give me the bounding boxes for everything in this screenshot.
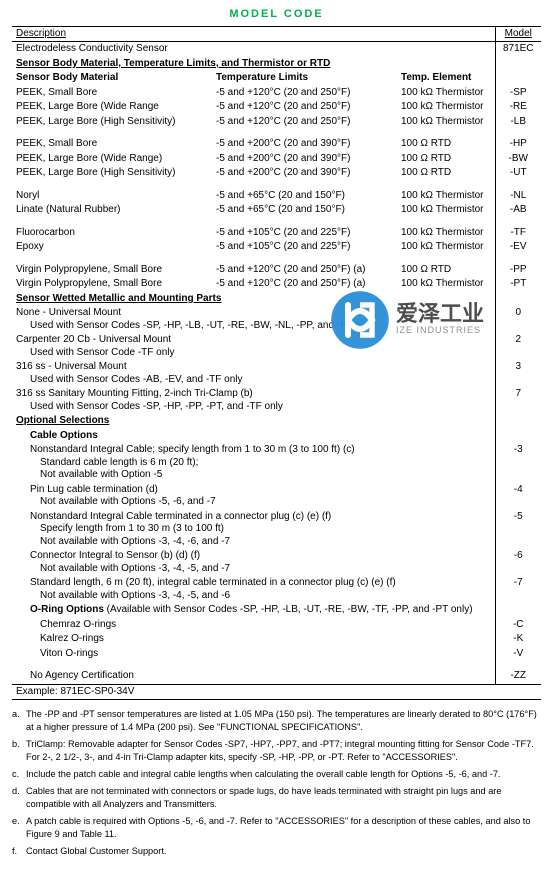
sensor-row: Epoxy-5 and +105°C (20 and 225°F)100 kΩ … [12, 240, 541, 255]
table-header-row: Description Model [12, 26, 541, 42]
footnote: TriClamp: Removable adapter for Sensor C… [12, 738, 541, 763]
cable-row: Nonstandard Integral Cable; specify leng… [12, 443, 541, 483]
cable-row: Pin Lug cable termination (d)Not availab… [12, 483, 541, 510]
mount-code: 0 [495, 306, 541, 333]
cable-row: Nonstandard Integral Cable terminated in… [12, 510, 541, 550]
agency-row: No Agency Certification -ZZ [12, 669, 541, 684]
cable-row: Standard length, 6 m (20 ft), integral c… [12, 576, 541, 603]
sensor-code: -UT [495, 166, 541, 181]
sensor-code: -RE [495, 100, 541, 115]
cable-code: -4 [495, 483, 541, 510]
mount-row: Carpenter 20 Cb - Universal MountUsed wi… [12, 333, 541, 360]
product-row: Electrodeless Conductivity Sensor 871EC [12, 42, 541, 57]
sensor-row: Virgin Polypropylene, Small Bore-5 and +… [12, 277, 541, 292]
example-row: Example: 871EC-SP0-34V [12, 684, 541, 700]
footnote: The -PP and -PT sensor temperatures are … [12, 708, 541, 733]
oring-code: -K [495, 632, 541, 647]
footnote: Cables that are not terminated with conn… [12, 785, 541, 810]
sensor-code: -NL [495, 189, 541, 204]
mount-code: 7 [495, 387, 541, 414]
sensor-row: Linate (Natural Rubber)-5 and +65°C (20 … [12, 203, 541, 218]
sensor-code: -HP [495, 137, 541, 152]
sensor-code: -EV [495, 240, 541, 255]
sensor-code: -PP [495, 263, 541, 278]
sensor-row: PEEK, Large Bore (High Sensitivity)-5 an… [12, 115, 541, 130]
sensor-row: PEEK, Small Bore-5 and +200°C (20 and 39… [12, 137, 541, 152]
cable-code: -6 [495, 549, 541, 576]
cable-row: Connector Integral to Sensor (b) (d) (f)… [12, 549, 541, 576]
h-temp-element: Temp. Element [401, 72, 491, 85]
product-desc: Electrodeless Conductivity Sensor [12, 42, 495, 57]
sensor-row: Noryl-5 and +65°C (20 and 150°F)100 kΩ T… [12, 189, 541, 204]
cable-options-title: Cable Options [16, 430, 491, 443]
sensor-row: PEEK, Large Bore (Wide Range)-5 and +200… [12, 152, 541, 167]
sensor-code: -TF [495, 226, 541, 241]
mount-code: 3 [495, 360, 541, 387]
mount-row: 316 ss - Universal MountUsed with Sensor… [12, 360, 541, 387]
agency-code: -ZZ [495, 669, 541, 684]
cable-code: -7 [495, 576, 541, 603]
sensor-code: -SP [495, 86, 541, 101]
model-code-header: MODEL CODE [12, 8, 541, 22]
col-model: Model [495, 26, 541, 42]
footnote: Contact Global Customer Support. [12, 845, 541, 857]
sensor-row: PEEK, Large Bore (Wide Range-5 and +120°… [12, 100, 541, 115]
footnotes: The -PP and -PT sensor temperatures are … [12, 708, 541, 857]
sec2-title: Sensor Wetted Metallic and Mounting Part… [12, 292, 495, 307]
sensor-row: Virgin Polypropylene, Small Bore-5 and +… [12, 263, 541, 278]
sensor-code: -LB [495, 115, 541, 130]
sensor-row: Fluorocarbon-5 and +105°C (20 and 225°F)… [12, 226, 541, 241]
agency-label: No Agency Certification [16, 670, 491, 683]
oring-title: O-Ring Options [30, 604, 104, 615]
footnote: A patch cable is required with Options -… [12, 815, 541, 840]
mount-code: 2 [495, 333, 541, 360]
mount-row: None - Universal MountUsed with Sensor C… [12, 306, 541, 333]
sec1-headers: Sensor Body Material Temperature Limits … [12, 71, 541, 86]
oring-code: -V [495, 647, 541, 662]
sec3-title: Optional Selections [12, 414, 495, 429]
sensor-code: -AB [495, 203, 541, 218]
cable-code: -5 [495, 510, 541, 550]
oring-note: (Available with Sensor Codes -SP, -HP, -… [104, 604, 473, 615]
model-code-table: Description Model Electrodeless Conducti… [12, 26, 541, 701]
footnote: Include the patch cable and integral cab… [12, 768, 541, 780]
mount-row: 316 ss Sanitary Mounting Fitting, 2-inch… [12, 387, 541, 414]
oring-code: -C [495, 618, 541, 633]
h-body-material: Sensor Body Material [16, 72, 216, 85]
oring-row: Kalrez O-rings-K [12, 632, 541, 647]
example-text: Example: 871EC-SP0-34V [12, 684, 541, 700]
sensor-row: PEEK, Small Bore-5 and +120°C (20 and 25… [12, 86, 541, 101]
sensor-row: PEEK, Large Bore (High Sensitivity)-5 an… [12, 166, 541, 181]
oring-row: Chemraz O-rings-C [12, 618, 541, 633]
sensor-code: -BW [495, 152, 541, 167]
cable-code: -3 [495, 443, 541, 483]
product-model: 871EC [495, 42, 541, 57]
sec1-title: Sensor Body Material, Temperature Limits… [12, 57, 495, 72]
col-description: Description [12, 26, 495, 42]
h-temp-limits: Temperature Limits [216, 72, 401, 85]
sensor-code: -PT [495, 277, 541, 292]
oring-row: Viton O-rings-V [12, 647, 541, 662]
